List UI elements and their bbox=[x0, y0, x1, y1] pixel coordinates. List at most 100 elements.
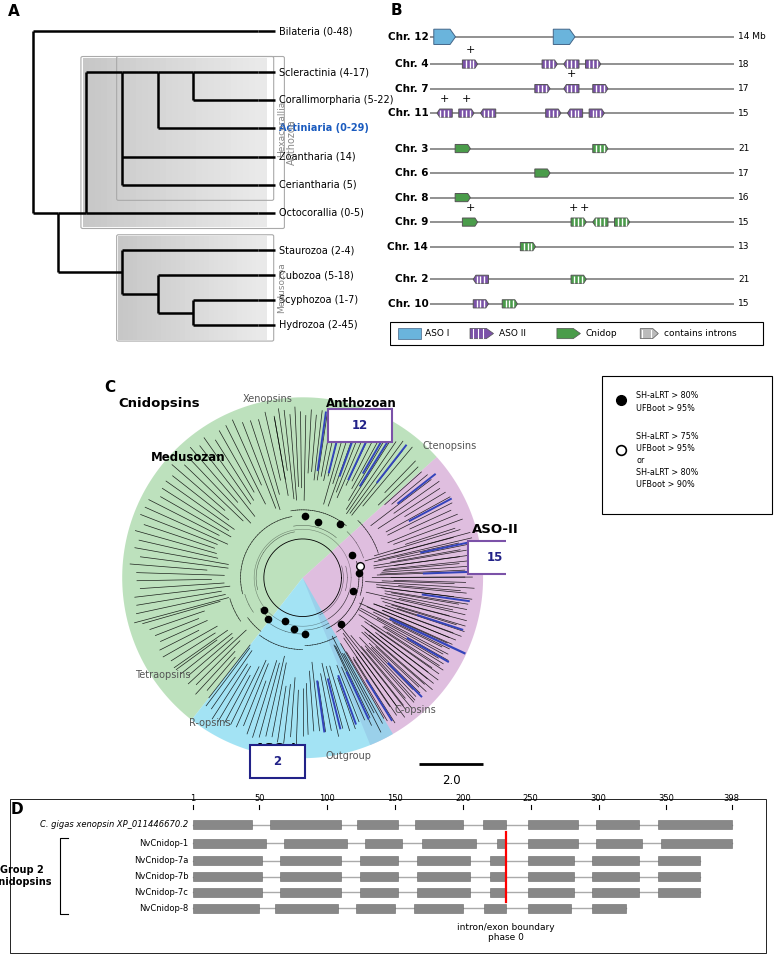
Bar bbox=[88, 58, 267, 227]
Bar bbox=[490, 888, 506, 897]
Bar bbox=[113, 58, 267, 227]
Text: 21: 21 bbox=[738, 144, 750, 153]
Polygon shape bbox=[567, 109, 583, 117]
Polygon shape bbox=[462, 60, 477, 68]
Text: Octocorallia (0-5): Octocorallia (0-5) bbox=[279, 208, 364, 218]
Polygon shape bbox=[437, 109, 452, 117]
Bar bbox=[172, 58, 267, 227]
Bar bbox=[490, 856, 506, 865]
Bar bbox=[528, 856, 574, 865]
Bar bbox=[275, 903, 338, 913]
Text: ASO-I: ASO-I bbox=[255, 742, 296, 755]
Bar bbox=[237, 58, 267, 199]
Polygon shape bbox=[456, 145, 470, 152]
Bar bbox=[137, 58, 267, 199]
Bar bbox=[190, 236, 267, 339]
Bar bbox=[192, 839, 266, 848]
Polygon shape bbox=[546, 109, 561, 117]
Text: 100: 100 bbox=[319, 794, 335, 803]
Polygon shape bbox=[593, 145, 608, 152]
Text: C-opsins: C-opsins bbox=[394, 705, 436, 714]
Text: 14 Mb: 14 Mb bbox=[738, 33, 766, 41]
Bar bbox=[123, 236, 267, 339]
Text: UFBoot > 90%: UFBoot > 90% bbox=[636, 480, 695, 488]
Bar bbox=[237, 236, 267, 339]
Text: R-opsins: R-opsins bbox=[189, 718, 230, 728]
Bar bbox=[592, 903, 625, 913]
Text: 1: 1 bbox=[190, 794, 196, 803]
Bar bbox=[119, 236, 267, 339]
Text: UFBoot > 95%: UFBoot > 95% bbox=[636, 404, 695, 412]
Bar bbox=[528, 820, 578, 830]
FancyBboxPatch shape bbox=[328, 409, 392, 442]
FancyBboxPatch shape bbox=[250, 744, 305, 778]
Bar bbox=[365, 839, 402, 848]
Bar bbox=[123, 58, 267, 199]
Text: 12: 12 bbox=[352, 419, 368, 432]
Text: Chr. 14: Chr. 14 bbox=[387, 242, 428, 251]
Text: 15: 15 bbox=[738, 218, 750, 226]
Polygon shape bbox=[473, 275, 488, 284]
Bar bbox=[157, 58, 267, 199]
Bar bbox=[223, 236, 267, 339]
Bar bbox=[237, 58, 267, 227]
Bar bbox=[397, 328, 421, 339]
Polygon shape bbox=[480, 109, 496, 117]
Text: 200: 200 bbox=[455, 794, 471, 803]
Text: SH-aLRT > 80%: SH-aLRT > 80% bbox=[636, 468, 698, 477]
Bar bbox=[484, 903, 506, 913]
Text: Chr. 12: Chr. 12 bbox=[387, 32, 428, 42]
Bar bbox=[106, 58, 267, 227]
Text: +: + bbox=[580, 202, 589, 213]
Text: Actiniaria (0-29): Actiniaria (0-29) bbox=[279, 124, 369, 133]
Text: C. gigas xenopsin XP_011446670.2: C. gigas xenopsin XP_011446670.2 bbox=[40, 820, 189, 830]
Text: Scyphozoa (1-7): Scyphozoa (1-7) bbox=[279, 295, 359, 305]
Bar bbox=[208, 58, 267, 227]
Bar bbox=[249, 58, 267, 227]
Polygon shape bbox=[589, 109, 605, 117]
Text: Group 2
Cnidopsins: Group 2 Cnidopsins bbox=[0, 865, 52, 887]
Text: UFBoot > 95%: UFBoot > 95% bbox=[636, 444, 695, 453]
Bar bbox=[119, 58, 267, 199]
Bar bbox=[661, 839, 732, 848]
Bar bbox=[192, 856, 262, 865]
Bar bbox=[417, 888, 469, 897]
Text: 16: 16 bbox=[738, 193, 750, 202]
Bar bbox=[596, 839, 642, 848]
Bar bbox=[152, 58, 267, 199]
Text: NvCnidop-8: NvCnidop-8 bbox=[139, 903, 189, 913]
Text: +: + bbox=[440, 94, 449, 104]
Bar bbox=[218, 236, 267, 339]
Bar bbox=[190, 58, 267, 199]
Bar bbox=[231, 58, 267, 227]
Text: Chr. 7: Chr. 7 bbox=[395, 83, 428, 94]
Bar bbox=[228, 236, 267, 339]
Text: Chr. 9: Chr. 9 bbox=[395, 217, 428, 227]
Bar bbox=[233, 58, 267, 199]
Bar bbox=[160, 58, 267, 227]
Bar bbox=[528, 872, 574, 881]
Polygon shape bbox=[462, 218, 477, 226]
Bar bbox=[133, 236, 267, 339]
Polygon shape bbox=[535, 169, 550, 177]
Bar bbox=[220, 58, 267, 227]
Text: Medusozan: Medusozan bbox=[151, 451, 226, 464]
Text: SH-aLRT > 80%: SH-aLRT > 80% bbox=[636, 391, 698, 400]
Text: Chr. 3: Chr. 3 bbox=[395, 144, 428, 153]
Text: ASO II: ASO II bbox=[499, 329, 526, 338]
Polygon shape bbox=[456, 194, 470, 201]
Polygon shape bbox=[557, 328, 580, 339]
Text: +: + bbox=[566, 69, 576, 79]
Bar bbox=[147, 58, 267, 199]
Bar bbox=[390, 321, 764, 344]
Bar bbox=[251, 236, 267, 339]
Text: ASO-II: ASO-II bbox=[472, 523, 518, 536]
Text: Chr. 8: Chr. 8 bbox=[395, 193, 428, 202]
Bar bbox=[279, 888, 341, 897]
Polygon shape bbox=[640, 329, 658, 339]
Bar bbox=[175, 58, 267, 199]
Bar bbox=[226, 58, 267, 227]
Text: Xenopsins: Xenopsins bbox=[243, 394, 293, 405]
Bar bbox=[528, 888, 574, 897]
Bar bbox=[218, 58, 267, 199]
